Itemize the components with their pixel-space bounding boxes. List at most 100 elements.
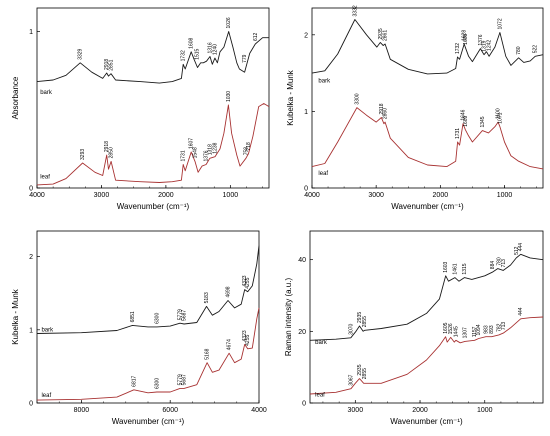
series-line-bark [309,253,544,341]
x-tick-label: 3000 [94,192,110,199]
y-axis-label: Raman intensity (a.u.) [284,278,293,357]
peak-annotation: 2935 [357,312,363,323]
peak-annotation: 1072 [497,18,503,29]
peak-annotation: 1376 [478,34,484,45]
peak-annotation: 1526 [448,323,454,334]
peak-annotation: 5687 [182,310,188,321]
peak-annotation: 1376 [204,150,210,161]
peak-annotation: 5183 [204,292,210,303]
peak-annotation: 983 [483,325,489,334]
peak-annotation: 893 [489,325,495,334]
peak-annotation: 5687 [182,374,188,385]
peak-annotation: 2918 [379,103,385,114]
series-line-leaf [311,107,544,170]
peak-annotation: 1238 [212,142,218,153]
y-axis-label: Kubelka - Munk [11,288,20,345]
series-label: bark [40,90,53,96]
peak-annotation: 1240 [212,44,218,55]
y-tick-label: 40 [298,257,306,264]
peak-annotation: 4255 [245,334,251,345]
x-axis-label: Wavenumber (cm⁻¹) [112,417,185,426]
peak-annotation: 1732 [455,43,461,54]
peak-annotation: 1157 [472,326,478,337]
y-tick-label: 20 [298,329,306,336]
x-tick-label: 2000 [412,407,428,414]
peak-annotation: 1319 [482,40,488,51]
series-label: bark [41,327,54,333]
peak-annotation: 1731 [455,128,461,139]
y-tick-label: 1 [29,29,33,36]
peak-annotation: 2918 [104,59,110,70]
peak-annotation: 1100 [496,108,502,119]
x-tick-label: 4000 [304,192,320,199]
peak-annotation: 2855 [362,316,368,327]
peak-annotation: 6300 [154,313,160,324]
peak-annotation: 2855 [362,368,368,379]
peak-annotation: 512 [514,246,520,255]
peak-annotation: 1603 [443,261,449,272]
peak-annotation: 2861 [383,30,389,41]
peak-annotation: 779 [242,54,248,63]
peak-annotation: 1609 [463,115,469,126]
peak-annotation: 1607 [189,138,195,149]
peak-annotation: 884 [490,261,496,270]
x-tick-label: 6000 [162,407,178,414]
peak-annotation: 3067 [348,374,354,385]
peak-annotation: 1461 [452,263,458,274]
chart-panel-4: 3000 2000 1000 0 20 40 Wavenumber (cm⁻¹) Raman … [284,230,544,426]
peak-annotation: 713 [501,322,507,331]
peak-annotation: 780 [496,257,502,266]
series-line-bark [311,19,544,75]
peak-annotation: 1646 [461,109,467,120]
peak-annotation: 1316 [207,42,213,53]
x-tick-label: 1000 [497,192,513,199]
peak-annotation: 4698 [226,286,232,297]
peak-annotation: 2850 [109,147,115,158]
series-line-bark [36,31,269,84]
peak-annotation: 1548 [193,147,199,158]
peak-annotation: 6300 [154,378,160,389]
plot-frame [309,230,544,404]
peak-annotation: 1030 [226,91,232,102]
peak-annotation: 3293 [80,149,86,160]
peak-annotation: 718 [246,142,252,151]
peak-annotation: 1605 [443,322,449,333]
peak-annotation: 1608 [463,33,469,44]
peak-annotation: 1318 [207,144,213,155]
x-axis-label: Wavenumber (cm⁻¹) [117,202,190,211]
peak-annotation: 6817 [131,375,137,386]
peak-annotation: 1732 [181,50,187,61]
series-label: leaf [315,393,325,399]
peak-annotation: 780 [516,46,522,55]
y-tick-label: 2 [304,32,308,39]
peak-annotation: 3329 [78,48,84,59]
peak-annotation: 2935 [378,28,384,39]
chart-panel-3: 8000 6000 4000 0 1 2 Wavenumber (cm⁻¹) Kubelka … [11,230,267,426]
plot-frame [36,230,260,404]
x-axis-label: Wavenumber (cm⁻¹) [390,417,463,426]
chart-panel-2: 4000 3000 2000 1000 0 1 2 Wavenumber (cm⁻¹) Kube… [286,5,544,211]
peak-annotation: 1026 [226,17,232,28]
y-axis-label: Absorbance [11,76,20,119]
peak-annotation: 612 [253,32,259,41]
peak-annotation: 444 [518,307,524,316]
peak-annotation: 1094 [476,324,482,335]
x-tick-label: 4000 [251,407,267,414]
plot-frame [311,7,544,189]
y-tick-label: 1 [29,327,33,334]
series-line-leaf [309,316,544,395]
peak-annotation: 1242 [486,40,492,51]
x-tick-label: 2000 [433,192,449,199]
peak-annotation: 4323 [242,330,248,341]
peak-annotation: 3300 [354,93,360,104]
series-label: leaf [40,175,50,181]
peak-annotation: 1315 [462,263,468,274]
series-label: leaf [318,171,328,177]
series-label: leaf [41,393,51,399]
series-label: bark [318,78,331,84]
peak-annotation: 6851 [130,311,136,322]
peak-annotation: 1445 [453,326,459,337]
x-tick-label: 4000 [29,192,45,199]
peak-annotation: 444 [518,243,524,252]
